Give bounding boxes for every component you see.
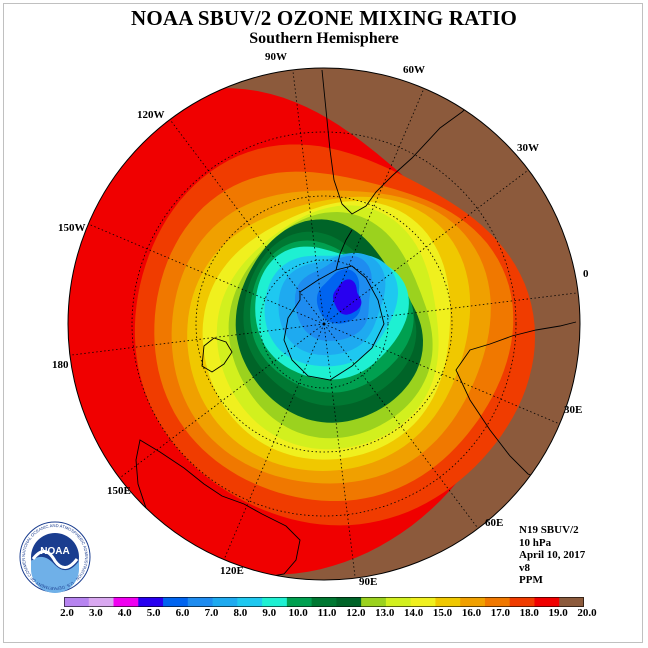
lon-label-90e: 90E bbox=[359, 576, 378, 588]
lon-label-150e: 150E bbox=[107, 485, 131, 497]
color-swatch bbox=[534, 597, 560, 607]
color-swatch bbox=[212, 597, 238, 607]
color-legend-tick-label: 14.0 bbox=[404, 607, 424, 619]
lon-label-150w: 150W bbox=[58, 222, 86, 234]
color-swatch bbox=[311, 597, 337, 607]
color-bar-outline bbox=[64, 597, 584, 607]
antarctica-coast bbox=[283, 265, 385, 381]
color-swatch bbox=[460, 597, 486, 607]
longitude-line bbox=[323, 169, 529, 325]
color-legend-tick-label: 18.0 bbox=[519, 607, 539, 619]
lon-label-90w: 90W bbox=[265, 51, 287, 63]
longitude-line bbox=[323, 323, 479, 529]
color-legend-tick-label: 13.0 bbox=[375, 607, 395, 619]
info-level: 10 hPa bbox=[519, 536, 552, 549]
map-title: NOAA SBUV/2 OZONE MIXING RATIO bbox=[131, 6, 517, 30]
longitude-line bbox=[119, 323, 325, 479]
color-swatch bbox=[559, 597, 584, 607]
lon-label-30w: 30W bbox=[517, 142, 539, 154]
color-legend-tick-label: 16.0 bbox=[461, 607, 482, 619]
graticule bbox=[69, 69, 579, 579]
ozone-field bbox=[68, 68, 580, 580]
map-boundary bbox=[67, 67, 581, 581]
antarctic-peninsula bbox=[335, 229, 353, 271]
longitude-line bbox=[323, 292, 579, 325]
color-swatch bbox=[286, 597, 313, 607]
color-swatch bbox=[385, 597, 412, 607]
longitude-line bbox=[69, 323, 325, 356]
longitude-line bbox=[223, 323, 325, 560]
color-swatch bbox=[410, 597, 437, 607]
map-subtitle: Southern Hemisphere bbox=[249, 30, 399, 47]
color-swatch bbox=[138, 597, 164, 607]
color-legend-tick-label: 4.0 bbox=[117, 607, 132, 619]
color-legend-tick-label: 19.0 bbox=[548, 607, 568, 619]
color-legend-tick-label: 8.0 bbox=[233, 607, 248, 619]
color-legend-tick-label: 6.0 bbox=[175, 607, 190, 619]
color-legend-tick-label: 3.0 bbox=[89, 607, 103, 619]
color-swatch bbox=[163, 597, 189, 607]
longitude-line bbox=[323, 323, 560, 425]
color-swatch bbox=[187, 597, 214, 607]
color-swatch bbox=[361, 597, 387, 607]
color-legend-tick-label: 7.0 bbox=[204, 607, 219, 619]
info-version: v8 bbox=[519, 561, 530, 574]
color-swatch bbox=[262, 597, 288, 607]
lon-label-60e: 60E bbox=[485, 517, 504, 529]
longitude-line bbox=[88, 223, 325, 325]
plot-frame bbox=[3, 3, 643, 643]
color-legend-tick-label: 5.0 bbox=[146, 607, 161, 619]
info-satellite: N19 SBUV/2 bbox=[519, 524, 579, 536]
color-legend-tick-label: 15.0 bbox=[432, 607, 453, 619]
lon-label-0: 0 bbox=[583, 268, 589, 280]
info-units: PPM bbox=[519, 574, 543, 586]
lon-label-120w: 120W bbox=[137, 109, 165, 121]
noaa-logo-wave bbox=[31, 556, 79, 593]
latitude-circle bbox=[259, 259, 389, 389]
lon-label-30e: 30E bbox=[564, 404, 583, 416]
longitude-line bbox=[169, 119, 325, 325]
new-zealand-coast bbox=[201, 337, 233, 373]
latitude-circle bbox=[195, 195, 453, 453]
info-block: N19 SBUV/2 10 hPa April 10, 2017 v8 PPM bbox=[519, 524, 585, 587]
info-date: April 10, 2017 bbox=[519, 549, 586, 561]
noaa-logo: NOAA NATIONAL OCEANIC AND ATMOSPHERIC AD… bbox=[19, 521, 91, 593]
color-swatch bbox=[113, 597, 139, 607]
longitude-line bbox=[292, 69, 325, 325]
color-legend-tick-label: 9.0 bbox=[262, 607, 277, 619]
color-swatch bbox=[237, 597, 263, 607]
longitude-line bbox=[323, 88, 425, 325]
color-legend-tick-label: 17.0 bbox=[490, 607, 510, 619]
lon-label-60w: 60W bbox=[403, 64, 425, 76]
latitude-circle bbox=[131, 131, 517, 517]
color-swatch bbox=[88, 597, 115, 607]
color-legend-tick-label: 11.0 bbox=[317, 607, 337, 619]
lon-label-180: 180 bbox=[52, 359, 69, 371]
color-legend-tick-label: 12.0 bbox=[346, 607, 366, 619]
color-swatch bbox=[484, 597, 511, 607]
lon-label-120e: 120E bbox=[220, 565, 244, 577]
color-legend-bar bbox=[64, 597, 584, 607]
color-swatch bbox=[435, 597, 461, 607]
longitude-line bbox=[323, 323, 356, 579]
color-legend-tick-label: 20.0 bbox=[577, 607, 597, 619]
noaa-logo-text: NOAA bbox=[40, 546, 69, 557]
color-swatch bbox=[64, 597, 90, 607]
color-swatch bbox=[336, 597, 362, 607]
ozone-band-deep-blue bbox=[333, 279, 362, 315]
color-legend-tick-label: 10.0 bbox=[288, 607, 308, 619]
color-legend-tick-label: 2.0 bbox=[60, 607, 74, 619]
color-swatch bbox=[509, 597, 536, 607]
africa-coast bbox=[455, 321, 577, 483]
